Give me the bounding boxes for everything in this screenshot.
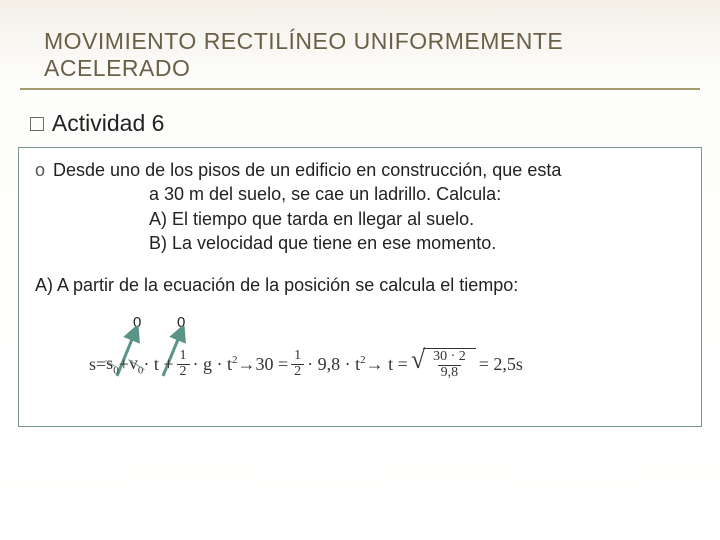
eq-s: s [89, 354, 96, 375]
problem-line2: a 30 m del suelo, se cae un ladrillo. Ca… [29, 182, 691, 206]
eq-g98: · 9,8 · t2 [307, 354, 366, 375]
activity-text: Actividad 6 [52, 110, 165, 136]
equation-area: 0 0 s = s0 + v0 · t + 1 2 · g · t2 → [29, 314, 691, 408]
eq-eq: = [96, 354, 106, 375]
problem-line4: B) La velocidad que tiene en ese momento… [29, 231, 691, 255]
problem-statement: o Desde uno de los pisos de un edificio e… [29, 158, 691, 255]
list-bullet: o [35, 160, 45, 180]
page-title: MOVIMIENTO RECTILÍNEO UNIFORMEMENTE ACEL… [20, 0, 700, 90]
content-box: o Desde uno de los pisos de un edificio e… [18, 147, 702, 427]
eq-s0-struck: s0 [106, 353, 119, 377]
activity-bullet: □ [30, 110, 44, 136]
eq-30: 30 = [256, 354, 289, 375]
problem-line1: Desde uno de los pisos de un edificio en… [53, 160, 561, 180]
eq-gt2: · g · t2 [193, 354, 238, 375]
eq-result: = 2,5s [479, 354, 523, 375]
activity-heading: □ Actividad 6 [0, 90, 720, 137]
equation: s = s0 + v0 · t + 1 2 · g · t2 → 30 = 1 … [89, 348, 523, 380]
eq-half2: 1 2 [291, 349, 304, 379]
answer-a-text: A) A partir de la ecuación de la posició… [29, 275, 691, 296]
eq-v0-struck: v0 [129, 353, 144, 377]
eq-sqrt: √ 30 · 2 9,8 [411, 348, 476, 380]
eq-arrow2: → t = [366, 354, 408, 375]
eq-half: 1 2 [177, 349, 190, 379]
problem-line3: A) El tiempo que tarda en llegar al suel… [29, 207, 691, 231]
eq-plus: + [119, 354, 129, 375]
eq-arrow: → [238, 354, 256, 375]
eq-dot-t: · t + [143, 354, 173, 375]
